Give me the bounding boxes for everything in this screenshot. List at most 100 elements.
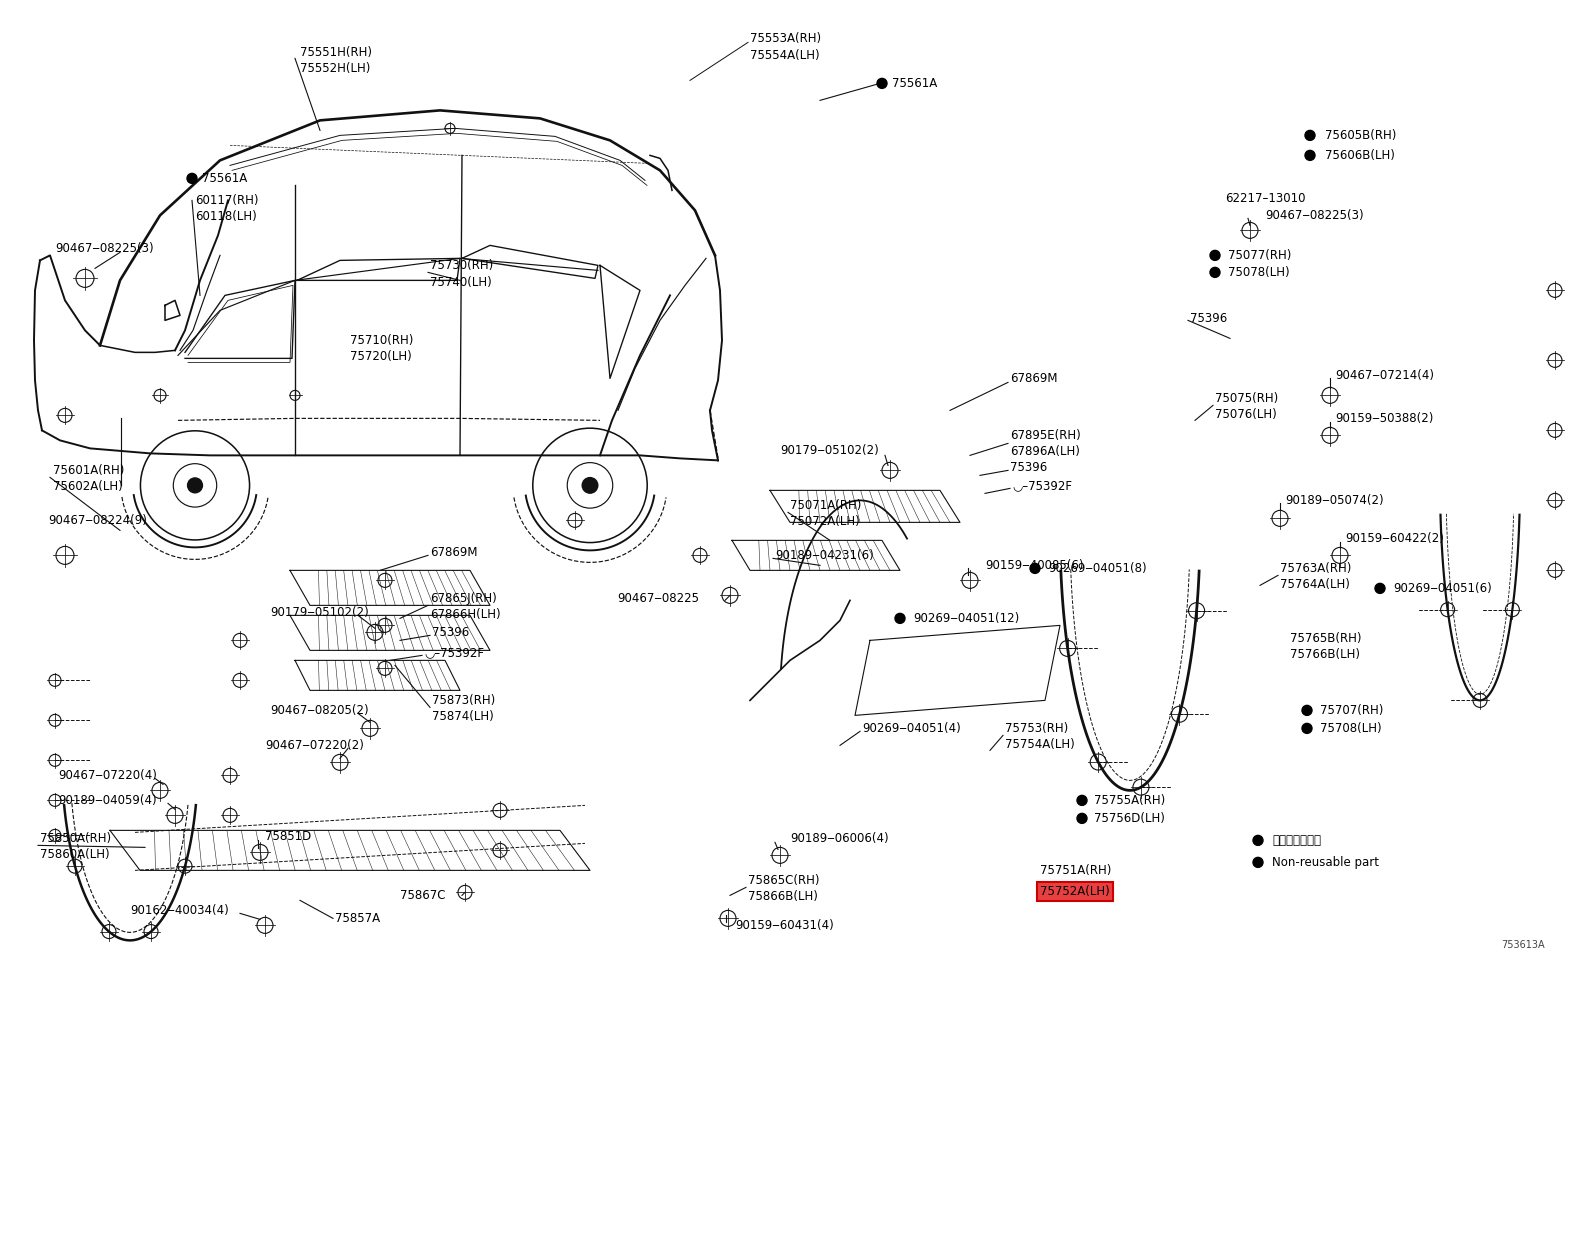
Circle shape [1302, 723, 1312, 733]
Text: ◡–75392F: ◡–75392F [1013, 479, 1071, 492]
Text: TOYOTA - 7575212250: TOYOTA - 7575212250 [232, 1157, 786, 1201]
Text: 90162‒40034(4): 90162‒40034(4) [131, 905, 229, 917]
Text: 75860A(LH): 75860A(LH) [40, 848, 110, 860]
Circle shape [877, 78, 887, 88]
Text: 90467‒07214(4): 90467‒07214(4) [1336, 369, 1434, 382]
Text: 90269‒04051(6): 90269‒04051(6) [1393, 582, 1492, 595]
Text: 90269‒04051(12): 90269‒04051(12) [912, 611, 1019, 625]
Text: N - 75752A: N - 75752A [1008, 1157, 1285, 1201]
Text: 75754A(LH): 75754A(LH) [1005, 738, 1075, 751]
Text: 753613A: 753613A [1501, 941, 1544, 950]
Text: 75078(LH): 75078(LH) [1227, 265, 1290, 279]
Text: 75851D: 75851D [264, 830, 312, 843]
Text: 90189‒04231(6): 90189‒04231(6) [775, 548, 874, 562]
Text: 90467‒08225(3): 90467‒08225(3) [56, 242, 153, 255]
Circle shape [1253, 835, 1262, 845]
Text: 75552H(LH): 75552H(LH) [299, 62, 371, 75]
Text: 75867C: 75867C [400, 889, 446, 902]
Text: 75071A(RH): 75071A(RH) [790, 499, 861, 512]
Text: 67866H(LH): 67866H(LH) [430, 608, 500, 621]
Text: 75077(RH): 75077(RH) [1227, 249, 1291, 262]
Text: 75720(LH): 75720(LH) [350, 350, 412, 362]
Text: 67869M: 67869M [1009, 372, 1057, 385]
Text: 75752A(LH): 75752A(LH) [1040, 886, 1110, 898]
Text: 90467‒08224(9): 90467‒08224(9) [48, 513, 146, 527]
Text: 75753(RH): 75753(RH) [1005, 722, 1068, 735]
Text: 90179‒05102(2): 90179‒05102(2) [271, 606, 369, 619]
Text: 75072A(LH): 75072A(LH) [790, 515, 860, 528]
Text: 90159‒50388(2): 90159‒50388(2) [1336, 411, 1433, 425]
Text: 75601A(RH): 75601A(RH) [53, 464, 124, 477]
Circle shape [1078, 795, 1087, 805]
Text: 90159‒60422(2): 90159‒60422(2) [1345, 532, 1444, 545]
Text: 75602A(LH): 75602A(LH) [53, 479, 123, 493]
Circle shape [188, 478, 202, 493]
Text: 90189‒04059(4): 90189‒04059(4) [57, 794, 156, 806]
Text: 90467‒08225: 90467‒08225 [618, 591, 699, 605]
Circle shape [1078, 814, 1087, 824]
Text: 67869M: 67869M [430, 546, 478, 559]
Text: 67895E(RH): 67895E(RH) [1009, 429, 1081, 442]
Circle shape [1210, 250, 1219, 260]
Text: 75730(RH): 75730(RH) [430, 259, 494, 272]
Text: Non-reusable part: Non-reusable part [1272, 855, 1379, 869]
Text: 62217–13010: 62217–13010 [1224, 192, 1305, 205]
Circle shape [1030, 564, 1040, 574]
Text: 75075(RH): 75075(RH) [1215, 392, 1278, 405]
Text: 75396: 75396 [431, 626, 470, 639]
Text: 75850A(RH): 75850A(RH) [40, 832, 111, 845]
Text: 90467‒08225(3): 90467‒08225(3) [1266, 209, 1364, 221]
Text: 90269‒04051(4): 90269‒04051(4) [861, 722, 960, 735]
Circle shape [895, 614, 904, 624]
Circle shape [583, 478, 599, 493]
Text: 75756D(LH): 75756D(LH) [1094, 811, 1165, 825]
Text: 再使用不可部品: 再使用不可部品 [1272, 834, 1321, 847]
Text: 75606B(LH): 75606B(LH) [1325, 148, 1395, 162]
Text: 75396: 75396 [1189, 312, 1227, 325]
Text: 75866B(LH): 75866B(LH) [748, 889, 818, 903]
Text: 75554A(LH): 75554A(LH) [750, 49, 820, 62]
Text: 60118(LH): 60118(LH) [194, 210, 256, 223]
Circle shape [1305, 151, 1315, 160]
Text: 75765B(RH): 75765B(RH) [1290, 632, 1361, 645]
Text: ◡–75392F: ◡–75392F [423, 645, 484, 659]
Text: 75857A: 75857A [334, 912, 380, 925]
Text: 90159‒60431(4): 90159‒60431(4) [736, 918, 834, 932]
Text: 75553A(RH): 75553A(RH) [750, 31, 821, 45]
Circle shape [1253, 858, 1262, 867]
Text: 90269‒04051(8): 90269‒04051(8) [1048, 562, 1146, 575]
Text: 75396: 75396 [1009, 460, 1048, 474]
Circle shape [1302, 706, 1312, 716]
Text: 75551H(RH): 75551H(RH) [299, 45, 373, 59]
Text: 90467‒07220(2): 90467‒07220(2) [264, 738, 365, 752]
Text: 75873(RH): 75873(RH) [431, 694, 495, 707]
Text: 75766B(LH): 75766B(LH) [1290, 648, 1360, 660]
Text: 90159‒40085(6): 90159‒40085(6) [985, 559, 1084, 572]
Text: 67865J(RH): 67865J(RH) [430, 591, 497, 605]
Circle shape [186, 174, 197, 184]
Circle shape [1375, 584, 1385, 594]
Text: 90189‒06006(4): 90189‒06006(4) [790, 832, 888, 845]
Text: 75561A: 75561A [892, 77, 938, 89]
Text: 90467‒08205(2): 90467‒08205(2) [271, 704, 369, 717]
Text: 75740(LH): 75740(LH) [430, 276, 492, 289]
Text: 67896A(LH): 67896A(LH) [1009, 445, 1079, 458]
Text: 75605B(RH): 75605B(RH) [1325, 128, 1396, 142]
Text: 90179‒05102(2): 90179‒05102(2) [780, 444, 879, 457]
Text: 75076(LH): 75076(LH) [1215, 408, 1277, 421]
Text: 75763A(RH): 75763A(RH) [1280, 562, 1352, 575]
Text: 75865C(RH): 75865C(RH) [748, 874, 820, 887]
Circle shape [1210, 268, 1219, 277]
Circle shape [1305, 131, 1315, 141]
Text: 75707(RH): 75707(RH) [1320, 704, 1383, 717]
Text: 60117(RH): 60117(RH) [194, 194, 258, 206]
Text: 75755A(RH): 75755A(RH) [1094, 794, 1165, 806]
Text: 75764A(LH): 75764A(LH) [1280, 577, 1350, 591]
Text: 75708(LH): 75708(LH) [1320, 722, 1382, 735]
Text: 75874(LH): 75874(LH) [431, 710, 494, 723]
Text: 75710(RH): 75710(RH) [350, 333, 414, 347]
Text: 75561A: 75561A [202, 172, 247, 185]
Text: 75751A(RH): 75751A(RH) [1040, 864, 1111, 877]
Text: 90467‒07220(4): 90467‒07220(4) [57, 769, 158, 782]
Text: 90189‒05074(2): 90189‒05074(2) [1285, 494, 1383, 507]
